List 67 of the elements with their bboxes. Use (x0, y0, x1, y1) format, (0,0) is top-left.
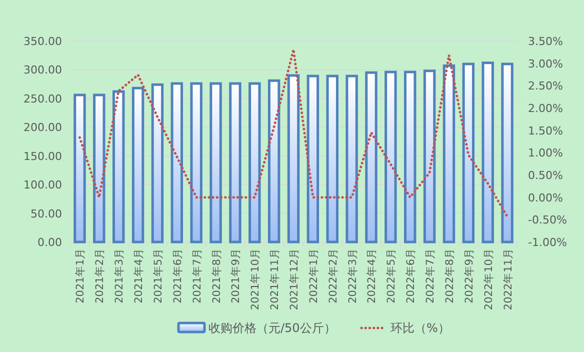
bar (170, 82, 183, 244)
y2-tick-label: 2.50% (528, 80, 563, 93)
bar (132, 86, 144, 244)
y2-tick-label: -0.50% (528, 214, 567, 227)
x-tick-label: 2021年4月 (133, 248, 146, 304)
bar (442, 64, 456, 244)
y2-tick-label: 0.50% (528, 169, 563, 182)
line-series (78, 48, 509, 218)
bar (112, 90, 125, 244)
x-tick-label: 2021年10月 (250, 248, 262, 310)
bar (287, 74, 300, 244)
y-tick-label: 350.00 (24, 35, 62, 48)
y-tick-label: 0.00 (38, 236, 62, 249)
x-tick-label: 2022年8月 (444, 248, 456, 304)
x-tick-label: 2022年10月 (482, 248, 495, 310)
x-tick-label: 2022年9月 (463, 248, 476, 304)
y2-tick-label: 3.50% (528, 35, 563, 48)
y-tick-label: 250.00 (24, 92, 62, 106)
x-tick-label: 2021年1月 (74, 248, 87, 304)
y2-tick-label: -1.00% (528, 236, 567, 249)
bar (482, 62, 494, 244)
bar (346, 74, 358, 244)
x-tick-label: 2021年7月 (191, 248, 204, 304)
x-tick-label: 2022年3月 (346, 248, 359, 304)
x-tick-label: 2021年8月 (210, 248, 223, 304)
bar (93, 94, 106, 244)
bar (229, 82, 242, 244)
x-tick-label: 2022年4月 (366, 248, 378, 304)
y2-tick-label: 1.00% (528, 146, 563, 160)
bar (306, 74, 320, 244)
y2-tick-label: 3.00% (528, 57, 563, 70)
y-tick-label: 50.00 (30, 207, 62, 220)
x-tick-label: 2021年12月 (288, 248, 300, 310)
x-tick-label: 2022年5月 (386, 248, 398, 304)
x-tick-label: 2021年11月 (269, 248, 282, 310)
bar (365, 71, 378, 244)
x-tick-label: 2021年2月 (94, 248, 106, 304)
bar (462, 62, 475, 244)
y2-tick-label: 0.00% (528, 191, 563, 204)
bar (501, 62, 514, 244)
bar (190, 82, 202, 244)
bar (248, 82, 261, 244)
y-tick-label: 300.00 (24, 64, 62, 77)
y2-tick-label: 1.50% (528, 124, 563, 138)
bar (268, 79, 280, 244)
x-tick-label: 2022年1月 (308, 248, 320, 304)
y-tick-label: 200.00 (24, 121, 62, 134)
bar (210, 82, 222, 244)
bar (151, 83, 164, 244)
x-tick-label: 2022年2月 (327, 248, 340, 304)
y-tick-label: 100.00 (24, 178, 62, 192)
bar (423, 70, 436, 244)
legend-label: 收购价格（元/50公斤） (208, 321, 336, 335)
x-tick-label: 2022年11月 (502, 248, 514, 310)
x-tick-label: 2022年6月 (405, 248, 418, 304)
y2-tick-label: 2.00% (528, 102, 563, 115)
x-tick-label: 2021年9月 (230, 248, 242, 304)
bar (326, 74, 338, 244)
bar (404, 70, 416, 244)
x-tick-label: 2021年5月 (152, 248, 164, 304)
bar (384, 70, 397, 244)
y-tick-label: 150.00 (24, 150, 62, 163)
legend-label: 环比（%） (390, 321, 450, 335)
x-tick-label: 2021年3月 (114, 248, 126, 304)
bar (74, 94, 86, 244)
x-tick-label: 2021年6月 (172, 248, 184, 304)
x-tick-label: 2022年7月 (424, 248, 437, 304)
